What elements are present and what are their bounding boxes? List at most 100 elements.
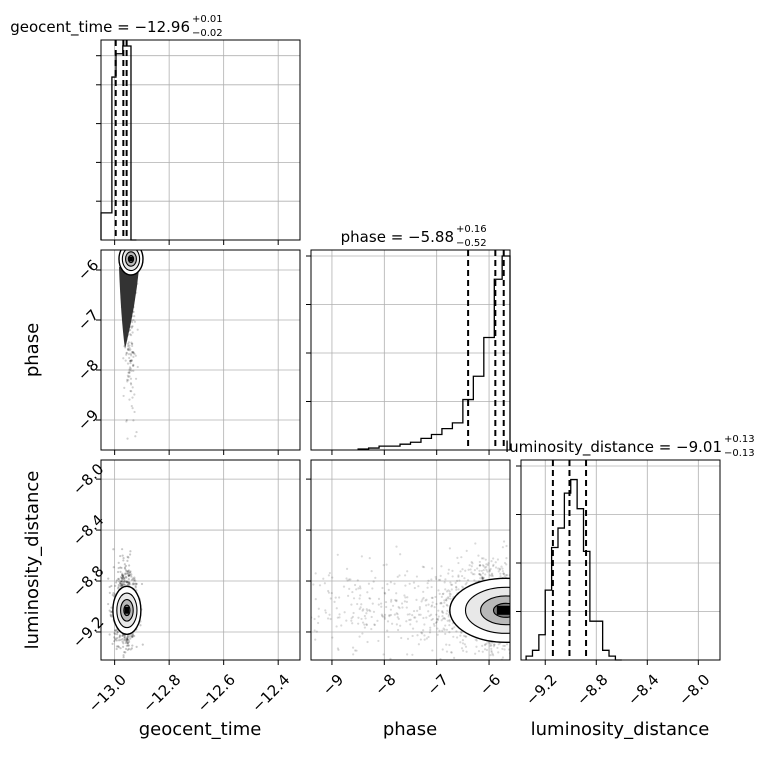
scatter-point — [133, 410, 136, 414]
scatter-point — [491, 652, 494, 655]
scatter-point — [451, 627, 454, 630]
scatter-point — [129, 367, 132, 370]
scatter-point — [381, 586, 384, 590]
scatter-point — [124, 575, 128, 578]
scatter-point — [440, 601, 443, 604]
scatter-point — [451, 575, 454, 578]
scatter-point — [134, 354, 137, 357]
scatter-point — [128, 371, 131, 374]
scatter-point — [128, 583, 131, 586]
scatter-point — [361, 621, 365, 624]
scatter-point — [117, 583, 120, 587]
scatter-point — [447, 589, 450, 592]
scatter-point — [357, 616, 360, 619]
scatter-point — [414, 616, 417, 619]
scatter-point — [493, 643, 496, 646]
scatter-point — [440, 565, 443, 568]
scatter-point — [128, 349, 131, 352]
scatter-point — [370, 627, 373, 631]
panel-frame — [100, 459, 301, 661]
scatter-point — [338, 616, 341, 619]
scatter-point — [438, 592, 441, 595]
scatter-point — [371, 602, 374, 605]
scatter-point — [486, 563, 489, 567]
scatter-point — [421, 565, 424, 568]
scatter-point — [123, 566, 127, 569]
luminosity-distance-tick-label: −9.2 — [522, 671, 560, 709]
scatter-point — [134, 579, 137, 582]
scatter-point — [130, 351, 134, 354]
scatter-point — [122, 576, 126, 580]
scatter-point — [338, 613, 341, 616]
scatter-point — [449, 593, 452, 596]
scatter-point — [127, 644, 130, 647]
panel-frame — [310, 459, 511, 661]
scatter-point — [463, 643, 466, 646]
scatter-point — [473, 579, 476, 582]
scatter-point — [461, 639, 465, 642]
scatter-point — [352, 611, 355, 615]
scatter-point — [369, 597, 372, 600]
scatter-point — [363, 626, 367, 629]
scatter-point — [122, 656, 125, 659]
scatter-point — [448, 592, 451, 595]
scatter-point — [117, 645, 120, 648]
scatter-point — [109, 614, 112, 617]
scatter-point — [129, 648, 132, 651]
scatter-point — [497, 567, 500, 570]
scatter-point — [422, 590, 425, 593]
scatter-point — [441, 609, 444, 613]
scatter-point — [425, 637, 428, 640]
scatter-point — [388, 615, 391, 618]
scatter-point — [345, 577, 348, 580]
scatter-point — [393, 582, 396, 585]
scatter-point — [478, 573, 481, 576]
scatter-point — [127, 647, 130, 650]
scatter-point — [439, 578, 442, 582]
scatter-point — [480, 575, 484, 578]
contour-geocent-phase-peak — [129, 256, 133, 262]
scatter-point — [409, 618, 412, 621]
scatter-point — [358, 585, 362, 588]
scatter-point — [442, 627, 445, 630]
scatter-point — [121, 580, 124, 583]
luminosity-distance-tick-label: −8.8 — [573, 671, 611, 709]
scatter-point — [125, 639, 128, 642]
scatter-point — [465, 635, 468, 638]
scatter-point — [312, 583, 315, 586]
scatter-point — [129, 334, 133, 337]
scatter-point — [313, 617, 316, 621]
luminosity-distance-tick-label: −8.0 — [675, 671, 713, 709]
scatter-point — [108, 633, 111, 636]
scatter-point — [479, 669, 481, 671]
scatter-point — [123, 580, 126, 583]
scatter-point — [387, 588, 390, 591]
scatter-point — [423, 623, 426, 626]
scatter-point — [403, 594, 406, 597]
scatter-point — [419, 638, 422, 641]
scatter-point — [121, 578, 124, 581]
scatter-point — [123, 567, 127, 570]
scatter-point — [116, 587, 120, 590]
scatter-point — [490, 573, 494, 576]
scatter-point — [116, 570, 120, 574]
scatter-point — [451, 569, 454, 572]
hist-geocent-time — [100, 40, 137, 241]
panel-2-2 — [516, 460, 720, 665]
scatter-point — [458, 579, 461, 582]
scatter-point — [446, 604, 449, 607]
scatter-point — [396, 613, 399, 616]
scatter-point — [359, 587, 362, 590]
scatter-point — [126, 639, 129, 642]
scatter-point — [385, 563, 388, 566]
scatter-point — [494, 670, 496, 672]
scatter-point — [120, 582, 123, 585]
scatter-point — [140, 582, 144, 586]
scatter-point — [442, 592, 445, 595]
scatter-point — [434, 621, 438, 624]
scatter-point — [125, 640, 128, 643]
scatter-point — [331, 636, 334, 639]
title-phase-minus: −0.52 — [456, 238, 487, 249]
scatter-point — [377, 639, 380, 643]
hist-phase-bars — [357, 255, 511, 450]
